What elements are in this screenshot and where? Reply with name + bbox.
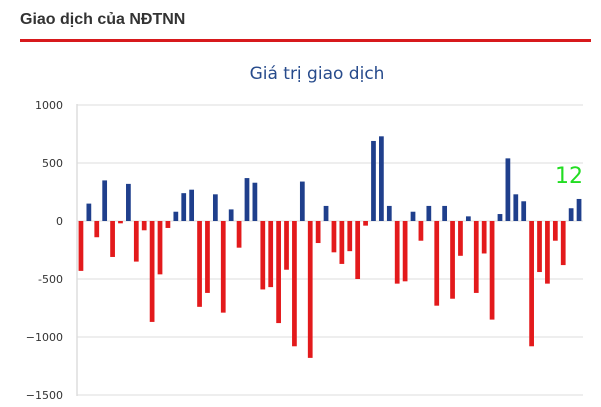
bar	[537, 221, 542, 273]
bar	[465, 216, 471, 221]
bar	[141, 221, 147, 231]
bar	[149, 221, 155, 322]
bar	[157, 221, 163, 275]
bar	[173, 211, 179, 221]
y-tick-labels: 1000 500 0 -500 −1000 −1500	[26, 99, 63, 402]
bar	[284, 221, 289, 270]
bar	[220, 221, 226, 313]
bar	[165, 221, 171, 228]
bar	[355, 221, 361, 279]
bar	[521, 201, 527, 221]
y-tick-label: 0	[56, 215, 63, 228]
bar	[331, 221, 337, 253]
bar	[552, 221, 558, 241]
bar	[568, 208, 574, 221]
bar	[379, 136, 384, 221]
bar	[402, 221, 408, 282]
bar	[489, 221, 495, 320]
bar	[560, 221, 566, 266]
bar	[315, 221, 321, 244]
bars	[78, 136, 582, 358]
y-tick-label: 500	[42, 157, 63, 170]
bar	[505, 158, 511, 221]
bar	[442, 205, 448, 221]
bar	[323, 205, 329, 221]
bar	[434, 221, 440, 306]
bar	[450, 221, 455, 299]
section-divider	[20, 39, 591, 42]
bar	[252, 182, 258, 221]
bar	[473, 221, 479, 293]
bar	[386, 205, 392, 221]
bar	[86, 203, 92, 221]
bar	[118, 221, 123, 224]
bar	[189, 189, 195, 221]
bar	[228, 209, 234, 221]
section-title: Giao dịch của NĐTNN	[20, 11, 186, 28]
bar	[126, 183, 131, 221]
bar	[347, 221, 353, 252]
bar	[545, 221, 550, 284]
bar	[394, 221, 400, 284]
bar	[110, 221, 115, 257]
y-tick-label: 1000	[35, 99, 63, 112]
bar	[94, 221, 100, 238]
y-tick-label: -500	[38, 273, 63, 286]
bar	[268, 221, 274, 288]
bar	[458, 221, 463, 256]
bar	[497, 214, 503, 221]
bar	[339, 221, 345, 264]
bar	[236, 221, 242, 248]
bar	[212, 194, 218, 221]
bar	[513, 194, 519, 221]
handwritten-annotation: 12	[555, 164, 583, 189]
bar	[181, 193, 187, 221]
bar	[102, 180, 108, 221]
bar	[205, 221, 210, 293]
bar	[410, 211, 416, 221]
bar	[363, 221, 368, 226]
bar	[576, 198, 582, 221]
bar	[307, 221, 313, 358]
bar	[426, 205, 432, 221]
bar	[276, 221, 281, 324]
bar	[299, 181, 305, 221]
bar	[244, 178, 250, 221]
bar	[78, 221, 84, 271]
y-tick-label: −1500	[26, 389, 63, 402]
bar	[197, 221, 202, 307]
y-tick-label: −1000	[26, 331, 63, 344]
bar	[133, 221, 139, 262]
bar	[529, 221, 534, 347]
bar	[418, 221, 424, 241]
bar	[481, 221, 487, 254]
bar	[292, 221, 297, 347]
bar	[260, 221, 266, 290]
bar	[371, 140, 376, 221]
chart-title: Giá trị giao dịch	[250, 64, 385, 84]
